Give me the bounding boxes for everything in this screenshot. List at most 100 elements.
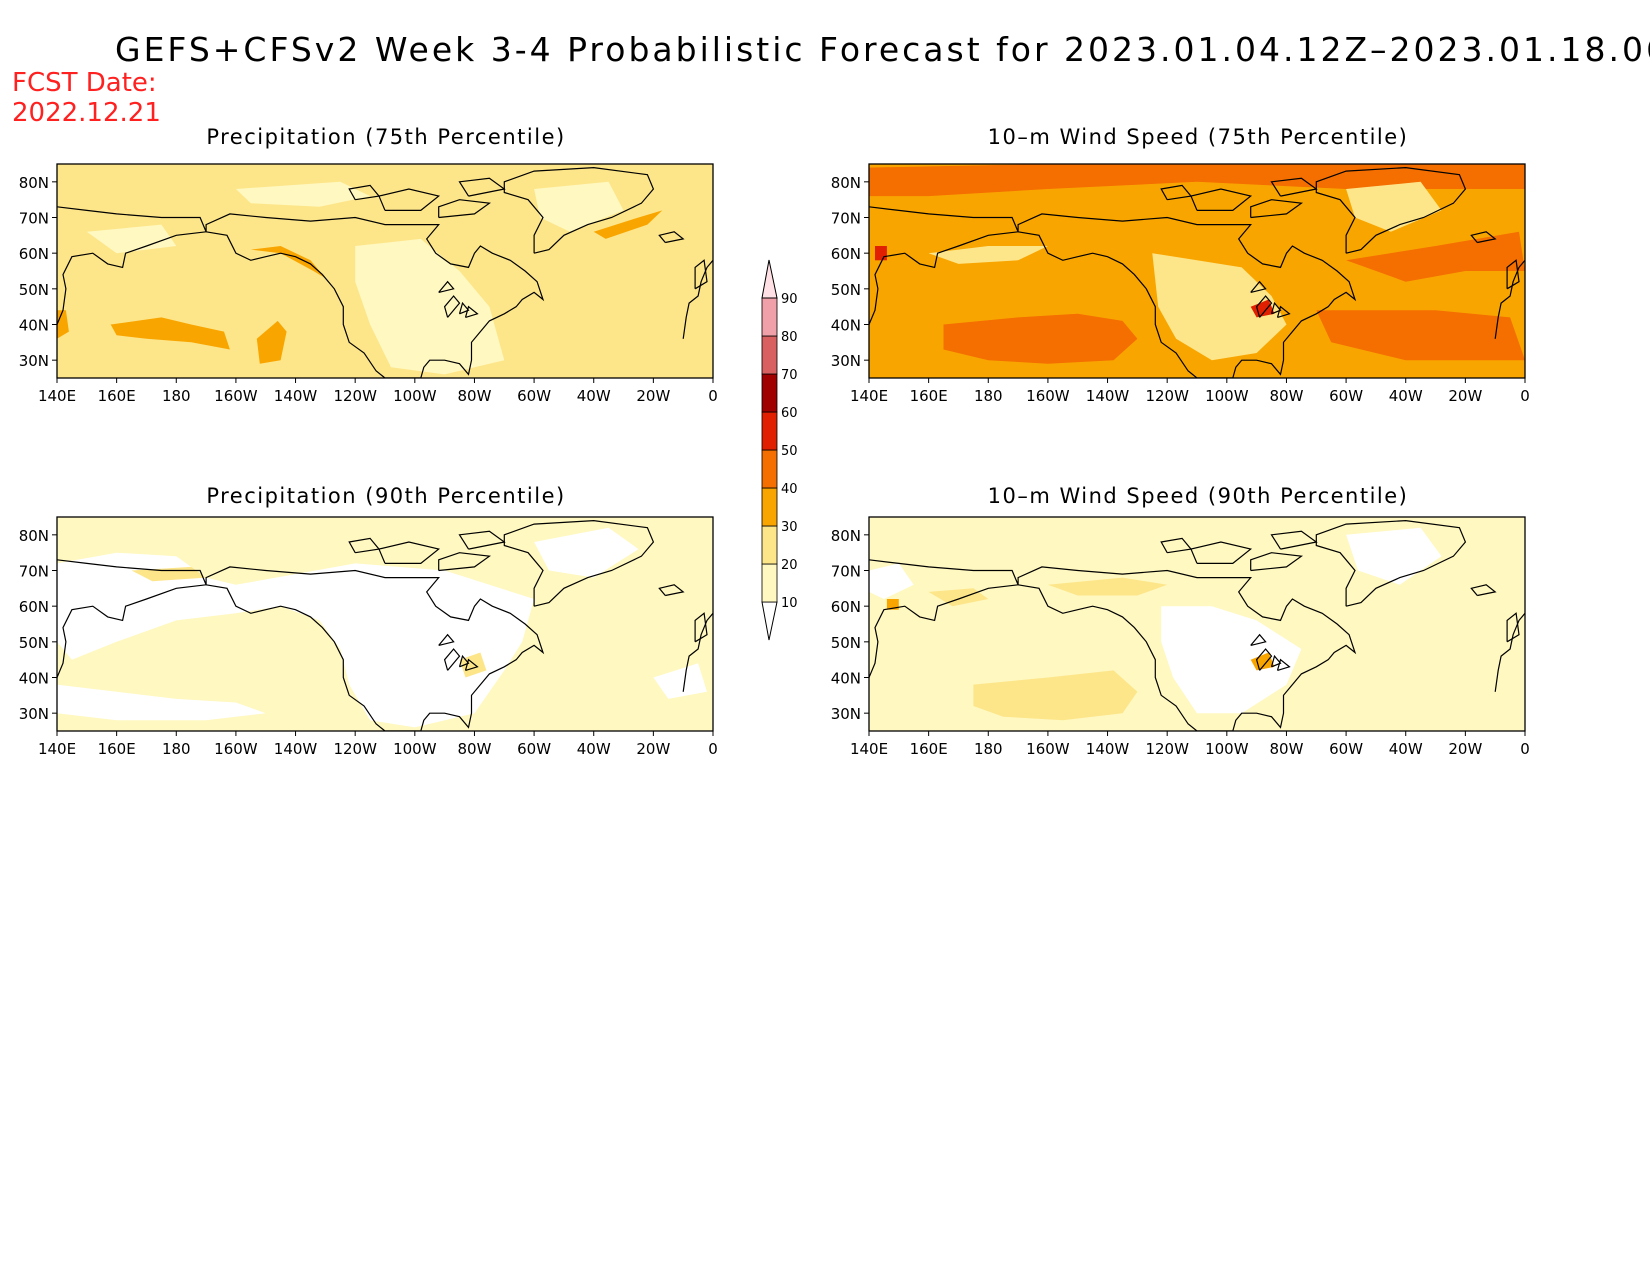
coastline-lake (1270, 301, 1282, 315)
lon-label: 20W (636, 740, 670, 758)
coastline-lake (464, 658, 479, 671)
map-frame (56, 163, 714, 379)
colorbar: 10 20 30 40 50 60 70 80 90 (0, 0, 820, 660)
coastline-lake (1255, 295, 1273, 318)
lon-label: 40W (577, 387, 611, 405)
lon-label: 80W (1269, 740, 1303, 758)
map-wind75: 140E 160E 180 160W 140W 120W 100W 80W 60W 40W 20W 0… (0, 0, 1560, 420)
lon-label: 0 (1520, 387, 1530, 405)
map-frame (868, 163, 1526, 379)
coastlines (57, 519, 713, 731)
colorbar-segment (761, 335, 778, 375)
coastline-lake (464, 305, 479, 318)
fcst-date-value: 2022.12.21 (12, 98, 161, 128)
lon-label: 40W (577, 740, 611, 758)
map-wind75-field (869, 164, 1525, 378)
lon-label: 80W (457, 740, 491, 758)
coastline-north-america (1017, 213, 1357, 378)
map-frame (56, 516, 714, 732)
lon-label: 160W (1026, 387, 1070, 405)
lat-label: 40N (831, 317, 861, 335)
coastline-greenland (1315, 166, 1467, 254)
coastline-island (658, 231, 685, 244)
colorbar-high-triangle (761, 259, 778, 299)
coastline-island (1160, 184, 1193, 201)
coastline-lake (1276, 305, 1291, 318)
fcst-date-label: FCST Date: (12, 68, 157, 98)
lat-label: 50N (831, 281, 861, 299)
coastline-lake (1276, 658, 1291, 671)
coastline-lake (1270, 654, 1282, 668)
lon-label: 120W (333, 387, 377, 405)
coastlines (869, 166, 1525, 378)
map-wind90-field (869, 517, 1525, 731)
lon-label: 160E (910, 387, 948, 405)
colorbar-segment (761, 449, 778, 489)
lon-label: 40W (1389, 740, 1423, 758)
coastline-island (694, 259, 708, 290)
lon-label: 140E (38, 740, 76, 758)
coastline-europe (682, 612, 713, 692)
lon-label: 160E (98, 740, 136, 758)
colorbar-label: 60 (781, 406, 798, 421)
lon-label: 140W (1086, 387, 1130, 405)
probability-region (593, 210, 663, 239)
probability-region (256, 320, 287, 364)
coastline-island (438, 199, 492, 219)
colorbar-label: 90 (781, 292, 798, 307)
coastline-island (658, 584, 685, 597)
lat-label: 60N (831, 245, 861, 263)
probability-region (1250, 652, 1275, 671)
probability-region (653, 663, 707, 699)
colorbar-segment (761, 525, 778, 565)
lon-label: 100W (1205, 740, 1249, 758)
probability-region (973, 670, 1138, 721)
colorbar-segment (761, 297, 778, 337)
colorbar-svg: 10 20 30 40 50 60 70 80 90 (761, 259, 798, 641)
lat-label: 60N (831, 598, 861, 616)
probability-region (1047, 577, 1168, 596)
coastline-island (438, 552, 492, 572)
lon-label: 100W (393, 387, 437, 405)
lon-label: 160E (98, 387, 136, 405)
forecast-date: FCST Date: 2022.12.21 (12, 68, 161, 128)
lon-label: 180 (974, 740, 1003, 758)
probability-region (534, 527, 639, 578)
coastline-island (1270, 530, 1318, 550)
map-wind90: 140E 160E 180 160W 140W 120W 100W 80W 60W 40W 20W 0… (831, 516, 1530, 758)
probability-region (235, 181, 371, 207)
probability-region (1250, 299, 1275, 318)
map-frame (868, 516, 1526, 732)
lat-label: 70N (19, 563, 49, 581)
lon-label: 60W (517, 740, 551, 758)
coastline-island (458, 177, 506, 197)
panel-title-precip90: Precipitation (90th Percentile) (206, 484, 566, 508)
coastline-island (1470, 584, 1497, 597)
lon-label: 100W (1205, 387, 1249, 405)
colorbar-label: 30 (781, 520, 798, 535)
lon-label: 140W (1086, 740, 1130, 758)
lon-label: 160W (214, 387, 258, 405)
coastline-island (378, 541, 441, 565)
coastlines (869, 519, 1525, 731)
probability-region (1316, 310, 1525, 361)
map-precip75-svg: 140E 160E 180 160W 140W 120W 100W 80W 60W 40W 20W 0… (19, 163, 718, 405)
lon-label: 0 (708, 387, 718, 405)
coastline-island (348, 537, 381, 554)
coastline-island (1250, 552, 1304, 572)
lon-label: 180 (162, 740, 191, 758)
lat-label: 80N (831, 174, 861, 192)
colorbar-label: 10 (781, 596, 798, 611)
probability-region (57, 684, 266, 721)
lon-label: 0 (708, 740, 718, 758)
coastline-island (1250, 199, 1304, 219)
probability-region (250, 246, 326, 279)
colorbar-label: 20 (781, 558, 798, 573)
colorbar-label: 80 (781, 330, 798, 345)
lat-label: 60N (19, 245, 49, 263)
coastline-lake (458, 654, 470, 668)
lon-label: 60W (517, 387, 551, 405)
panel-title-wind90: 10–m Wind Speed (90th Percentile) (987, 484, 1409, 508)
lon-label: 140E (850, 740, 888, 758)
lat-label: 80N (19, 174, 49, 192)
